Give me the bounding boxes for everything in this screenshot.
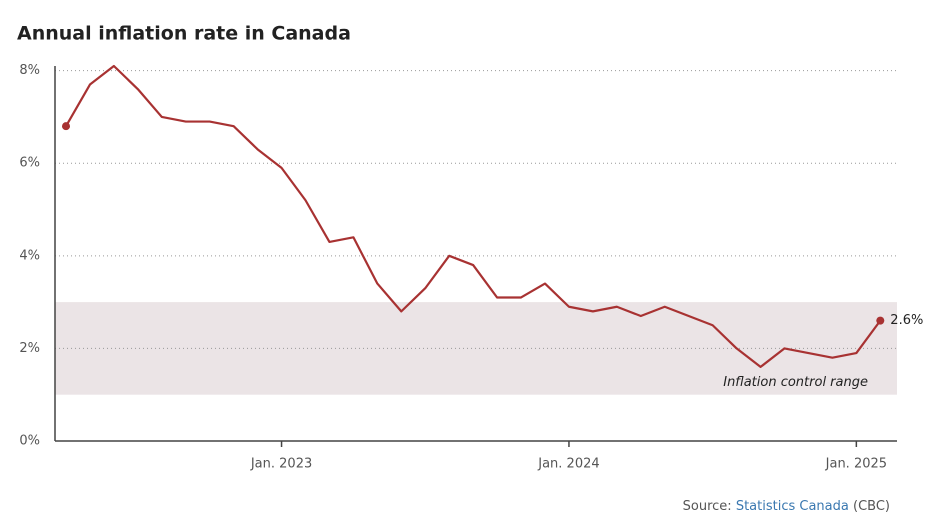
value-label: 2.6% xyxy=(890,313,923,328)
end-marker xyxy=(62,122,70,131)
x-tick-label: Jan. 2025 xyxy=(825,457,887,472)
chart-title: Annual inflation rate in Canada xyxy=(17,23,351,45)
source-link[interactable]: Statistics Canada xyxy=(736,499,849,514)
source-suffix: (CBC) xyxy=(853,499,890,514)
y-tick-label: 2% xyxy=(19,341,40,356)
band-label: Inflation control range xyxy=(723,375,868,390)
source: Source: Statistics Canada (CBC) xyxy=(683,499,890,514)
source-prefix: Source: xyxy=(683,499,732,514)
end-marker xyxy=(876,316,885,325)
x-tick-label: Jan. 2023 xyxy=(250,457,312,472)
y-tick-label: 6% xyxy=(19,156,40,171)
y-tick-label: 0% xyxy=(19,434,40,449)
line xyxy=(65,64,882,369)
x-tick-label: Jan. 2024 xyxy=(537,457,599,472)
y-tick-label: 4% xyxy=(19,248,40,263)
y-tick-label: 8% xyxy=(19,63,40,78)
